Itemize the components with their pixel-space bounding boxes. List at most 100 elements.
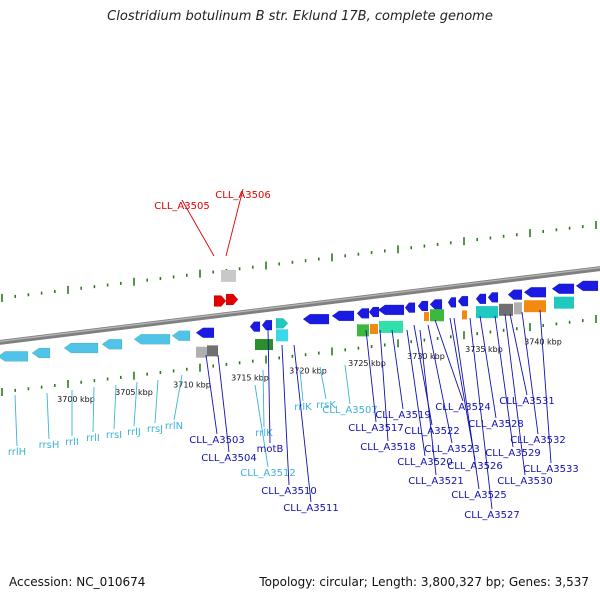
- rna-gene-arrow[interactable]: [0, 351, 29, 362]
- gene-box[interactable]: [379, 320, 403, 333]
- gene-label-rna[interactable]: CLL_A3507: [322, 405, 377, 416]
- gene-box[interactable]: [196, 346, 207, 358]
- leader-line: [14, 394, 18, 447]
- gene-label-rna[interactable]: CLL_A3512: [240, 468, 295, 479]
- cds-gene-arrow[interactable]: [523, 286, 547, 298]
- gene-box[interactable]: [524, 300, 546, 313]
- leader-line: [254, 384, 269, 468]
- gene-box[interactable]: [357, 324, 369, 337]
- gene-label-rna[interactable]: rrsH: [39, 440, 60, 451]
- gene-label-cds[interactable]: CLL_A3517: [348, 423, 403, 434]
- rna-gene-arrow[interactable]: [101, 338, 123, 350]
- cds-gene-arrow[interactable]: [417, 300, 429, 312]
- gene-box[interactable]: [554, 296, 574, 309]
- gene-label-rna[interactable]: rrlK: [294, 402, 312, 413]
- leader-line: [267, 327, 271, 444]
- gene-label-highlighted[interactable]: CLL_A3506: [215, 190, 270, 201]
- gene-label-cds[interactable]: CLL_A3519: [375, 410, 430, 421]
- ruler-label: 3720 kbp: [289, 366, 327, 375]
- cds-gene-arrow[interactable]: [429, 299, 443, 310]
- cds-gene-arrow[interactable]: [368, 306, 380, 318]
- ruler-label: 3735 kbp: [465, 345, 503, 354]
- cds-gene-arrow[interactable]: [356, 308, 370, 319]
- gene-label-cds[interactable]: CLL_A3522: [404, 426, 459, 437]
- gene-label-rna[interactable]: rrlJ: [127, 427, 141, 438]
- gene-label-rna[interactable]: rrsK: [316, 400, 336, 411]
- gene-label-cds[interactable]: CLL_A3533: [523, 464, 578, 475]
- gene-box[interactable]: [476, 306, 498, 319]
- gene-box[interactable]: [430, 309, 444, 322]
- gene-box[interactable]: [276, 329, 288, 342]
- genome-backbone: [0, 266, 600, 345]
- ruler-label: 3705 kbp: [115, 388, 153, 397]
- gene-label-cds[interactable]: CLL_A3511: [283, 503, 338, 514]
- cds-gene-arrow[interactable]: [261, 319, 273, 331]
- highlighted-gene-arrow[interactable]: [225, 293, 239, 306]
- gene-box[interactable]: [370, 324, 378, 335]
- gene-label-cds[interactable]: CLL_A3525: [451, 490, 506, 501]
- gene-box[interactable]: [462, 310, 467, 320]
- cds-gene-arrow[interactable]: [275, 318, 289, 329]
- cds-gene-arrow[interactable]: [507, 289, 523, 300]
- cds-gene-arrow[interactable]: [331, 310, 355, 322]
- gene-label-rna[interactable]: rrsI: [106, 430, 122, 441]
- accession-text: Accession: NC_010674: [9, 575, 146, 589]
- leader-line: [344, 364, 351, 405]
- gene-label-rna[interactable]: rrsJ: [147, 424, 163, 435]
- rna-gene-arrow[interactable]: [31, 347, 51, 359]
- gene-label-cds[interactable]: CLL_A3529: [485, 448, 540, 459]
- leader-line: [293, 344, 312, 503]
- rna-gene-arrow[interactable]: [133, 334, 171, 345]
- rna-gene-arrow[interactable]: [171, 330, 191, 341]
- gene-label-rna[interactable]: rrlI: [65, 437, 79, 448]
- cds-gene-arrow[interactable]: [447, 297, 457, 308]
- gene-label-cds[interactable]: CLL_A3527: [464, 510, 519, 521]
- cds-gene-arrow[interactable]: [249, 321, 261, 332]
- gene-label-cds[interactable]: CLL_A3531: [499, 396, 554, 407]
- gene-label-rna[interactable]: rrlK: [255, 428, 273, 439]
- gene-label-rna[interactable]: rrlH: [8, 447, 26, 458]
- gene-label-cds[interactable]: CLL_A3523: [424, 444, 479, 455]
- gene-label-cds[interactable]: CLL_A3526: [447, 461, 502, 472]
- gene-box[interactable]: [424, 312, 429, 322]
- genome-summary-text: Topology: circular; Length: 3,800,327 bp…: [259, 575, 589, 589]
- gene-label-cds[interactable]: CLL_A3524: [435, 402, 490, 413]
- gene-box[interactable]: [255, 339, 273, 351]
- gene-label-cds[interactable]: motB: [257, 444, 284, 455]
- cds-gene-arrow[interactable]: [404, 302, 416, 313]
- gene-label-cds[interactable]: CLL_A3528: [468, 419, 523, 430]
- gene-box[interactable]: [514, 302, 522, 315]
- leader-line: [509, 313, 528, 396]
- gene-label-cds[interactable]: CLL_A3530: [497, 476, 552, 487]
- cds-gene-arrow[interactable]: [377, 304, 405, 316]
- gene-label-cds[interactable]: CLL_A3521: [408, 476, 463, 487]
- leader-line: [521, 311, 539, 435]
- gene-label-cds[interactable]: CLL_A3532: [510, 435, 565, 446]
- gene-label-cds[interactable]: CLL_A3518: [360, 442, 415, 453]
- gene-label-rna[interactable]: rrlN: [165, 421, 183, 432]
- gene-label-cds[interactable]: CLL_A3503: [189, 435, 244, 446]
- cds-gene-arrow[interactable]: [551, 283, 575, 295]
- cds-gene-arrow[interactable]: [302, 313, 330, 325]
- cds-gene-arrow[interactable]: [475, 293, 487, 305]
- gene-label-cds[interactable]: CLL_A3510: [261, 486, 316, 497]
- gene-features[interactable]: [0, 269, 599, 362]
- leader-line: [413, 324, 433, 426]
- cds-gene-arrow[interactable]: [457, 295, 469, 307]
- cds-gene-arrow[interactable]: [575, 280, 599, 292]
- cds-gene-arrow[interactable]: [195, 327, 215, 339]
- gene-box[interactable]: [221, 269, 236, 282]
- leader-line: [494, 315, 514, 448]
- gene-label-cds[interactable]: CLL_A3520: [397, 457, 452, 468]
- highlighted-gene-arrow[interactable]: [213, 295, 227, 307]
- gene-box[interactable]: [207, 345, 218, 357]
- gene-box[interactable]: [499, 303, 513, 316]
- gene-labels[interactable]: CLL_A3505 CLL_A3506 rrlH rrsH rrlI rrlI rrsI rr…: [8, 188, 579, 521]
- gene-label-rna[interactable]: rrlI: [86, 433, 100, 444]
- gene-label-cds[interactable]: CLL_A3504: [201, 453, 256, 464]
- rna-gene-arrow[interactable]: [63, 342, 99, 354]
- cds-gene-arrow[interactable]: [487, 292, 499, 303]
- leader-line: [539, 309, 552, 464]
- gene-label-highlighted[interactable]: CLL_A3505: [154, 201, 209, 212]
